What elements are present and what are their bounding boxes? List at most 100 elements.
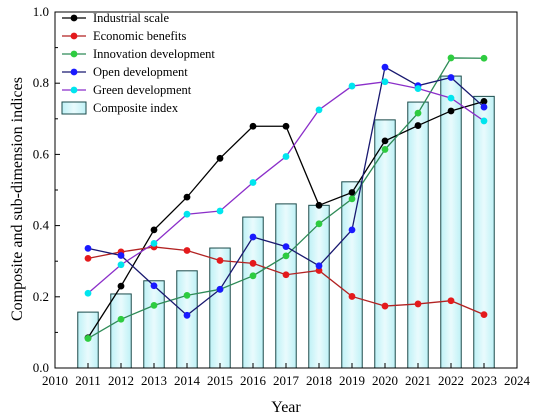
data-point [447, 54, 455, 62]
data-point [150, 240, 158, 247]
y-tick-label: 0.4 [33, 218, 50, 233]
data-point [480, 311, 488, 318]
data-point [447, 94, 455, 102]
data-point [249, 259, 257, 267]
x-tick-label: 2012 [108, 373, 134, 388]
legend-marker [70, 86, 78, 94]
x-tick-label: 2015 [207, 373, 233, 388]
data-point [348, 226, 356, 234]
bar [143, 280, 165, 369]
legend-marker [70, 14, 78, 22]
data-point [414, 109, 422, 117]
data-point [381, 146, 389, 153]
y-axis-title: Composite and sub-dimension indices [9, 77, 26, 321]
data-point [381, 78, 389, 86]
data-point [315, 220, 323, 228]
data-point [315, 201, 323, 209]
bar [176, 270, 198, 369]
bar [110, 293, 132, 369]
data-point [282, 271, 290, 279]
data-point [414, 300, 422, 308]
legend-marker [70, 50, 78, 58]
data-point [84, 244, 92, 252]
x-tick-label: 2016 [240, 373, 267, 388]
y-tick-label: 0.0 [33, 360, 49, 375]
x-tick-label: 2014 [174, 373, 201, 388]
y-tick-label: 0.8 [33, 75, 49, 90]
x-tick-label: 2013 [141, 373, 167, 388]
data-point [282, 252, 290, 260]
bar [308, 204, 330, 369]
data-point [150, 301, 158, 309]
data-point [348, 195, 356, 203]
data-point [249, 122, 257, 130]
x-tick-label: 2024 [504, 373, 531, 388]
legend-label: Green development [93, 83, 192, 97]
data-point [84, 254, 92, 262]
data-point [150, 282, 158, 290]
data-point [117, 252, 125, 259]
data-point [348, 293, 356, 300]
data-point [480, 117, 488, 125]
x-tick-label: 2023 [471, 373, 497, 388]
data-point [249, 233, 257, 241]
data-point [480, 103, 488, 111]
bar [374, 119, 396, 369]
data-point [117, 282, 125, 290]
bar [440, 75, 462, 369]
data-point [117, 261, 125, 269]
x-tick-label: 2018 [306, 373, 332, 388]
x-tick-label: 2017 [273, 373, 300, 388]
x-tick-label: 2021 [405, 373, 431, 388]
data-point [216, 207, 224, 215]
legend-label: Industrial scale [93, 11, 169, 25]
legend-label: Economic benefits [93, 29, 187, 43]
data-point [216, 257, 224, 264]
data-point [447, 107, 455, 115]
data-point [414, 122, 422, 129]
data-point [150, 226, 158, 234]
data-point [183, 210, 191, 218]
data-point [117, 315, 125, 323]
data-point [249, 179, 257, 186]
legend-label: Composite index [93, 101, 179, 115]
x-tick-label: 2019 [339, 373, 365, 388]
data-point [282, 243, 290, 251]
x-tick-label: 2022 [438, 373, 464, 388]
bar [209, 247, 231, 369]
data-point [315, 106, 323, 114]
y-tick-label: 1.0 [33, 4, 49, 19]
bar [407, 101, 429, 369]
data-point [480, 97, 488, 105]
data-point [183, 311, 191, 319]
data-point [447, 297, 455, 305]
data-point [348, 189, 356, 196]
data-point [282, 153, 290, 160]
legend-label: Innovation development [93, 47, 215, 61]
y-tick-label: 0.2 [33, 289, 49, 304]
x-tick-label: 2020 [372, 373, 398, 388]
data-point [84, 289, 92, 297]
data-point [414, 85, 422, 92]
bar [275, 203, 297, 369]
bar [473, 95, 495, 369]
legend-marker [70, 32, 78, 40]
legend-marker [70, 68, 78, 76]
bar [341, 181, 363, 369]
legend-label: Open development [93, 65, 188, 79]
data-point [381, 302, 389, 310]
y-tick-label: 0.6 [33, 146, 50, 161]
data-point [447, 74, 455, 81]
data-point [348, 82, 356, 90]
legend: Industrial scale Economic benefits Innovat… [61, 11, 215, 115]
data-point [216, 154, 224, 162]
x-tick-label: 2011 [75, 373, 101, 388]
data-point [183, 193, 191, 201]
x-tick-label: 2010 [42, 373, 68, 388]
x-axis-title: Year [271, 399, 301, 416]
data-point [183, 291, 191, 299]
data-point [480, 54, 488, 62]
data-point [249, 272, 257, 280]
data-point [315, 262, 323, 270]
